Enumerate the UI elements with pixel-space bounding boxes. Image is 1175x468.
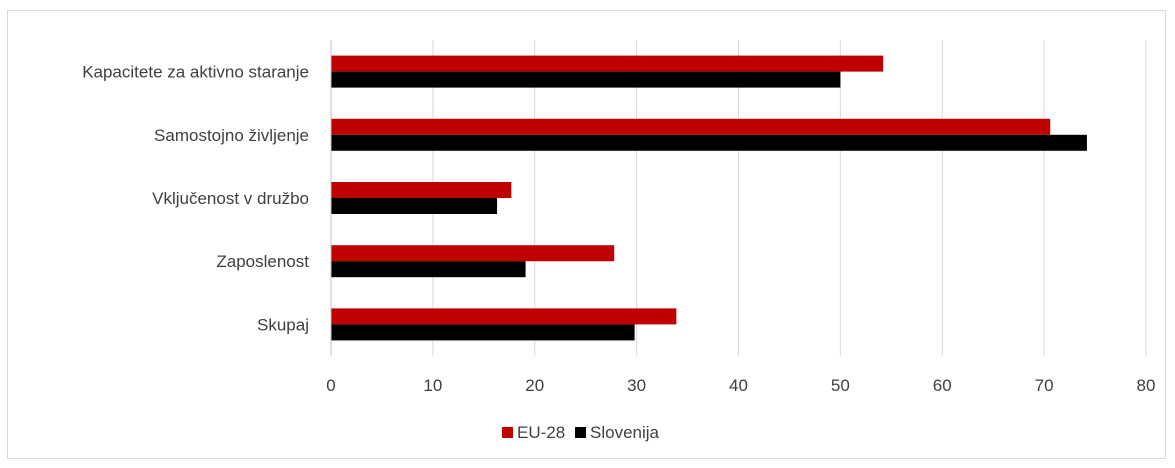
x-tick-labels: 0 10 20 30 40 50 60 70 80 — [326, 376, 1155, 395]
legend-label: Slovenija — [590, 423, 660, 442]
legend-label: EU-28 — [517, 423, 565, 442]
category-label: Vključenost v družbo — [152, 189, 309, 208]
x-tick-label: 0 — [326, 376, 335, 395]
legend-swatch — [575, 427, 586, 438]
gridlines — [432, 40, 1147, 356]
bar-slovenija — [331, 324, 635, 341]
x-tick-label: 30 — [627, 376, 646, 395]
bar-slovenija — [331, 261, 526, 278]
x-tick-label: 70 — [1035, 376, 1054, 395]
x-tick-label: 10 — [423, 376, 442, 395]
category-label: Kapacitete za aktivno staranje — [82, 63, 309, 82]
category-label: Zaposlenost — [216, 252, 309, 271]
x-tick-label: 20 — [525, 376, 544, 395]
category-labels: Kapacitete za aktivno staranje Samostojno… — [82, 63, 309, 335]
x-tick-label: 40 — [729, 376, 748, 395]
bar-eu-28 — [331, 245, 615, 262]
bar-slovenija — [331, 134, 1087, 151]
bar-eu-28 — [331, 182, 512, 198]
bars — [331, 55, 1087, 341]
bar-eu-28 — [331, 308, 677, 325]
bar-slovenija — [331, 71, 841, 88]
bar-eu-28 — [331, 118, 1051, 135]
bar-slovenija — [331, 198, 498, 214]
x-tick-label: 50 — [831, 376, 850, 395]
bar-eu-28 — [331, 55, 884, 72]
category-label: Skupaj — [257, 315, 309, 334]
category-label: Samostojno življenje — [154, 126, 309, 145]
legend-swatch — [502, 427, 513, 438]
x-tick-label: 80 — [1137, 376, 1156, 395]
legend: EU-28 Slovenija — [502, 423, 660, 442]
x-tick-label: 60 — [933, 376, 952, 395]
